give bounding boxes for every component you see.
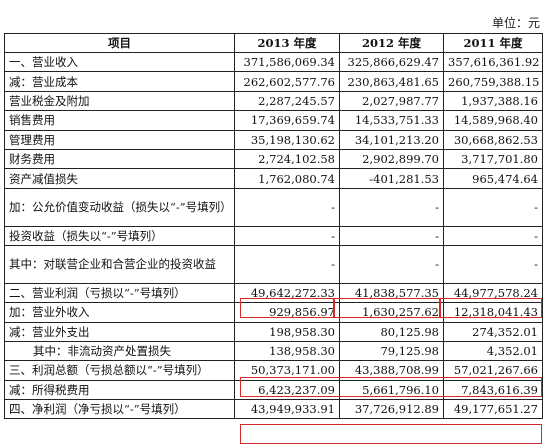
value-2012: 5,661,796.10 <box>339 379 444 401</box>
value-2012: 2,902,899.70 <box>339 148 444 170</box>
table-row: 资产减值损失 1,762,080.74 -401,281.53 965,474.… <box>4 168 543 189</box>
value-2011: - <box>443 244 543 284</box>
row-label: 其中：非流动资产处置损失 <box>4 340 235 362</box>
header-2013: 2013 年度 <box>234 33 340 53</box>
table-row: 减：营业成本 262,602,577.76 230,863,481.65 260… <box>4 71 543 92</box>
income-statement-table: 项目 2013 年度 2012 年度 2011 年度 一、营业收入 371,58… <box>4 33 543 420</box>
value-2011: 49,177,651.27 <box>443 399 543 420</box>
value-2011: 7,843,616.39 <box>443 379 543 401</box>
value-2013: 198,958.30 <box>234 321 340 342</box>
row-label: 加：公允价值变动收益（损失以“-”号填列） <box>4 187 235 227</box>
value-2011: 30,668,862.53 <box>443 129 543 150</box>
value-2011: - <box>443 187 543 227</box>
value-2012: - <box>339 225 444 246</box>
value-2013: 1,762,080.74 <box>234 168 340 189</box>
table-row: 四、净利润（净亏损以“-”号填列） 43,949,933.91 37,726,9… <box>4 399 543 420</box>
row-label: 营业税金及附加 <box>4 90 235 112</box>
value-2013: - <box>234 187 340 227</box>
value-2012: 1,630,257.62 <box>339 302 444 323</box>
table-row: 一、营业收入 371,586,069.34 325,866,629.47 357… <box>4 51 543 73</box>
value-2013: 138,958.30 <box>234 340 340 362</box>
value-2011: - <box>443 225 543 246</box>
row-label: 加：营业外收入 <box>4 302 235 323</box>
highlight-net-profit <box>240 424 542 444</box>
row-label: 三、利润总额（亏损总额以“-”号填列） <box>4 360 235 381</box>
table-row: 加：公允价值变动收益（损失以“-”号填列） - - - <box>4 187 543 227</box>
value-2012: 230,863,481.65 <box>339 71 444 92</box>
table-row: 三、利润总额（亏损总额以“-”号填列） 50,373,171.00 43,388… <box>4 360 543 381</box>
value-2013: 43,949,933.91 <box>234 399 340 420</box>
value-2011: 14,589,968.40 <box>443 110 543 131</box>
table-header-row: 项目 2013 年度 2012 年度 2011 年度 <box>4 33 543 53</box>
value-2012: 43,388,708.99 <box>339 360 444 381</box>
row-label: 资产减值损失 <box>4 168 235 189</box>
value-2013: - <box>234 225 340 246</box>
value-2011: 274,352.01 <box>443 321 543 342</box>
table-row: 投资收益（损失以“-”号填列） - - - <box>4 225 543 246</box>
value-2012: 41,838,577.35 <box>339 282 444 304</box>
value-2011: 44,977,578.24 <box>443 282 543 304</box>
value-2012: - <box>339 244 444 284</box>
value-2011: 4,352.01 <box>443 340 543 362</box>
value-2013: 17,369,659.74 <box>234 110 340 131</box>
value-2013: 49,642,272.33 <box>234 282 340 304</box>
table-row: 财务费用 2,724,102.58 2,902,899.70 3,717,701… <box>4 148 543 170</box>
table-row: 营业税金及附加 2,287,245.57 2,027,987.77 1,937,… <box>4 90 543 112</box>
value-2012: -401,281.53 <box>339 168 444 189</box>
table-row: 其中：非流动资产处置损失 138,958.30 79,125.98 4,352.… <box>4 340 543 362</box>
value-2011: 3,717,701.80 <box>443 148 543 170</box>
value-2012: 34,101,213.20 <box>339 129 444 150</box>
header-item: 项目 <box>4 33 235 53</box>
table-row: 销售费用 17,369,659.74 14,533,751.33 14,589,… <box>4 110 543 131</box>
header-2011: 2011 年度 <box>443 33 543 53</box>
value-2011: 12,318,041.43 <box>443 302 543 323</box>
value-2013: 6,423,237.09 <box>234 379 340 401</box>
table-row: 二、营业利润（亏损以“-”号填列） 49,642,272.33 41,838,5… <box>4 282 543 304</box>
value-2013: 371,586,069.34 <box>234 51 340 73</box>
value-2013: 2,724,102.58 <box>234 148 340 170</box>
row-label: 财务费用 <box>4 148 235 170</box>
value-2013: 2,287,245.57 <box>234 90 340 112</box>
row-label: 投资收益（损失以“-”号填列） <box>4 225 235 246</box>
value-2011: 965,474.64 <box>443 168 543 189</box>
value-2011: 57,021,267.66 <box>443 360 543 381</box>
table-row: 其中：对联营企业和合营企业的投资收益 - - - <box>4 244 543 284</box>
value-2011: 357,616,361.92 <box>443 51 543 73</box>
table-row: 管理费用 35,198,130.62 34,101,213.20 30,668,… <box>4 129 543 150</box>
value-2011: 1,937,388.16 <box>443 90 543 112</box>
value-2012: 80,125.98 <box>339 321 444 342</box>
table-row: 加：营业外收入 929,856.97 1,630,257.62 12,318,0… <box>4 302 543 323</box>
row-label: 一、营业收入 <box>4 51 235 73</box>
value-2013: 929,856.97 <box>234 302 340 323</box>
value-2012: 79,125.98 <box>339 340 444 362</box>
value-2013: - <box>234 244 340 284</box>
value-2013: 50,373,171.00 <box>234 360 340 381</box>
unit-label: 单位：元 <box>491 16 540 30</box>
row-label: 二、营业利润（亏损以“-”号填列） <box>4 282 235 304</box>
table-row: 减：所得税费用 6,423,237.09 5,661,796.10 7,843,… <box>4 379 543 401</box>
row-label: 管理费用 <box>4 129 235 150</box>
row-label: 其中：对联营企业和合营企业的投资收益 <box>4 244 235 284</box>
value-2012: 325,866,629.47 <box>339 51 444 73</box>
row-label: 销售费用 <box>4 110 235 131</box>
value-2011: 260,759,388.15 <box>443 71 543 92</box>
row-label: 减：营业外支出 <box>4 321 235 342</box>
row-label: 减：营业成本 <box>4 71 235 92</box>
row-label: 减：所得税费用 <box>4 379 235 401</box>
value-2013: 35,198,130.62 <box>234 129 340 150</box>
value-2013: 262,602,577.76 <box>234 71 340 92</box>
value-2012: 37,726,912.89 <box>339 399 444 420</box>
header-2012: 2012 年度 <box>339 33 444 53</box>
value-2012: 2,027,987.77 <box>339 90 444 112</box>
value-2012: 14,533,751.33 <box>339 110 444 131</box>
row-label: 四、净利润（净亏损以“-”号填列） <box>4 399 235 420</box>
value-2012: - <box>339 187 444 227</box>
table-row: 减：营业外支出 198,958.30 80,125.98 274,352.01 <box>4 321 543 342</box>
